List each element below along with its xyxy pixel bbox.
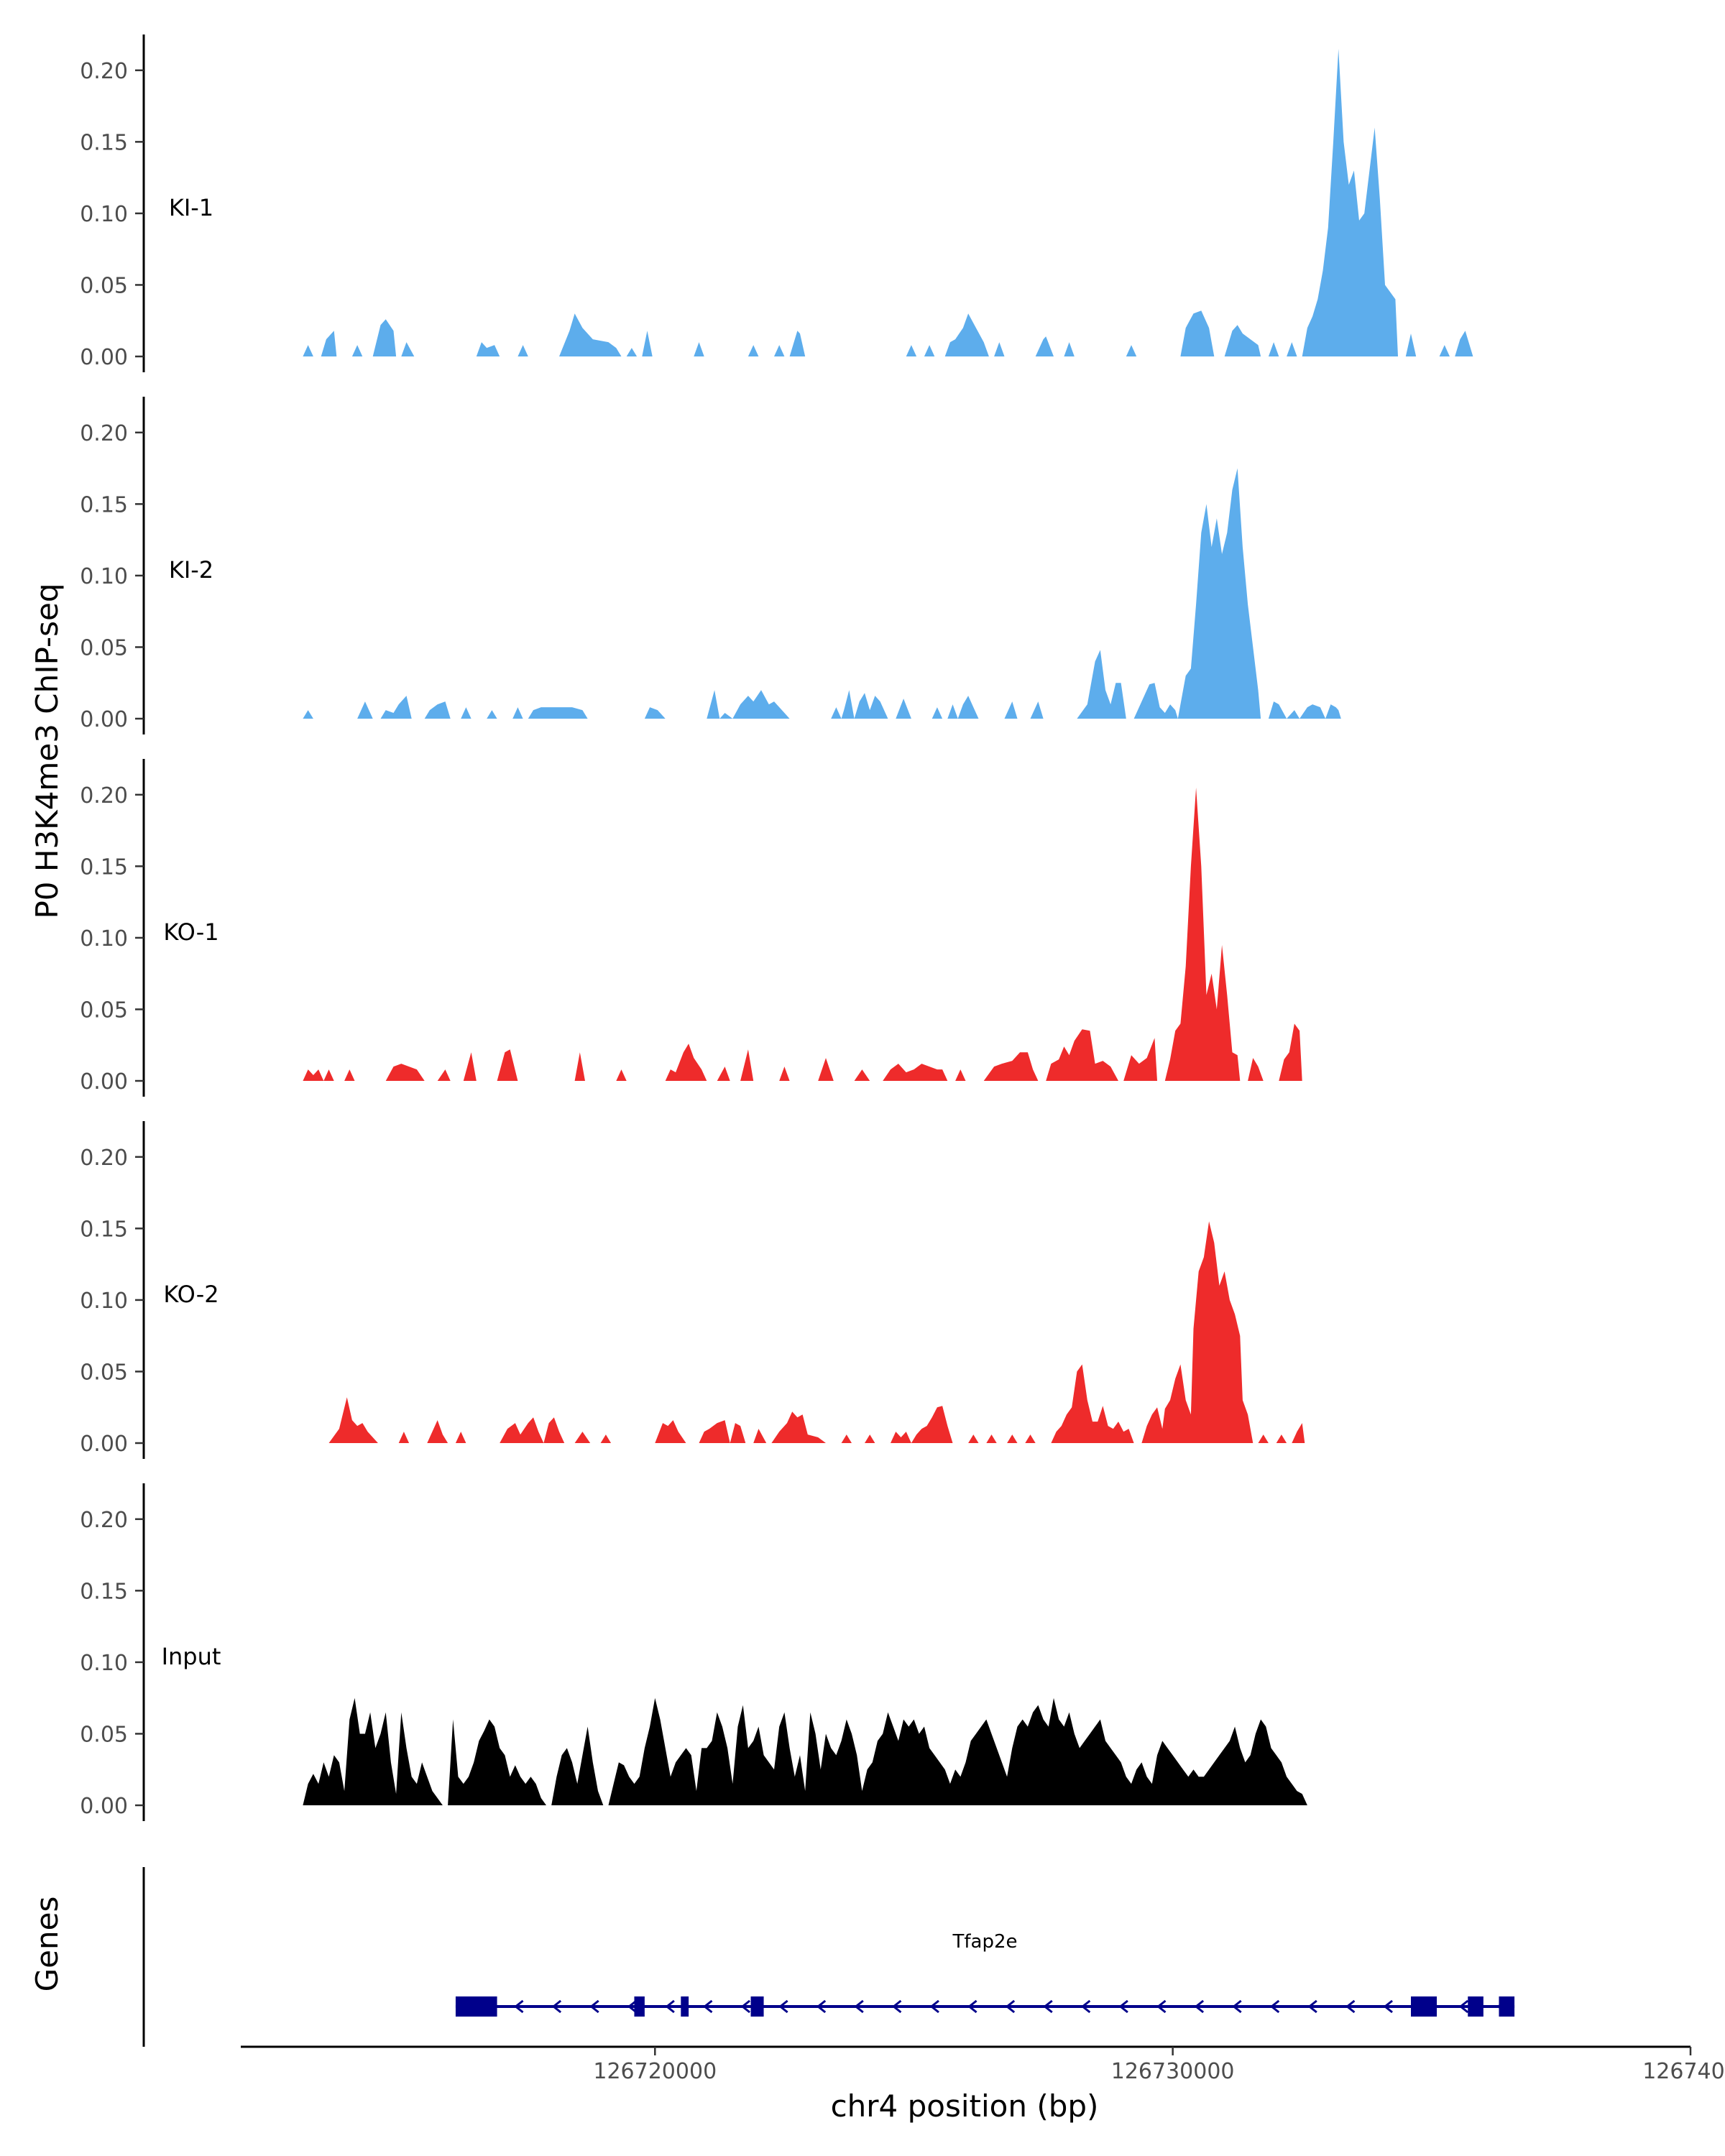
tracks-layer: 0.00 0.05 0.10 0.15 0.20 KI-1 0.00 0.05 0.10 0.15…: [80, 34, 1473, 1821]
y-tick-label: 0.05: [80, 1360, 128, 1385]
y-tick-label: 0.10: [80, 202, 128, 227]
track-ko-2: 0.00 0.05 0.10 0.15 0.20 KO-2: [80, 1121, 1305, 1459]
x-tick-label: 1267400: [1642, 2059, 1725, 2084]
strand-arrow: [1005, 1999, 1016, 2014]
exon-block: [750, 1996, 764, 2017]
strand-arrow: [778, 1999, 788, 2014]
strand-arrow: [892, 1999, 902, 2014]
strand-arrow: [1383, 1999, 1393, 2014]
strand-arrow: [854, 1999, 864, 2014]
y-tick-label: 0.10: [80, 1289, 128, 1314]
x-tick-label: 126720000: [593, 2059, 717, 2084]
strand-arrow: [929, 1999, 939, 2014]
y-tick-label: 0.05: [80, 273, 128, 298]
strand-arrow: [816, 1999, 827, 2014]
strand-arrow: [1346, 1999, 1356, 2014]
track-label: KI-1: [169, 194, 213, 221]
y-tick-label: 0.00: [80, 1432, 128, 1457]
strand-arrow: [1194, 1999, 1205, 2014]
genes-axis-title: Genes: [29, 1897, 65, 1992]
strand-arrow: [1156, 1999, 1167, 2014]
y-axis-title: P0 H3K4me3 ChIP-seq: [29, 583, 65, 918]
y-tick-label: 0.05: [80, 635, 128, 660]
strand-arrow: [665, 1999, 675, 2014]
strand-arrow: [514, 1999, 524, 2014]
y-tick-label: 0.00: [80, 1794, 128, 1819]
y-tick-label: 0.05: [80, 998, 128, 1023]
y-tick-label: 0.15: [80, 1217, 128, 1242]
gene-name-label: Tfap2e: [952, 1931, 1018, 1953]
y-tick-label: 0.05: [80, 1722, 128, 1747]
signal-area-input: [303, 1697, 1307, 1805]
x-axis-title: chr4 position (bp): [831, 2088, 1099, 2124]
exon-block: [1411, 1996, 1438, 2017]
strand-arrow: [1080, 1999, 1091, 2014]
y-tick-label: 0.20: [80, 1508, 128, 1533]
strand-arrow: [589, 1999, 599, 2014]
exon-block: [1499, 1996, 1515, 2017]
y-tick-label: 0.20: [80, 59, 128, 84]
y-tick-label: 0.10: [80, 1651, 128, 1676]
track-label: KO-1: [163, 918, 218, 946]
y-tick-label: 0.00: [80, 707, 128, 732]
track-input: 0.00 0.05 0.10 0.15 0.20 Input: [80, 1483, 1307, 1821]
track-label: KI-2: [169, 556, 213, 584]
strand-arrow: [1269, 1999, 1280, 2014]
strand-arrow: [1458, 1999, 1469, 2014]
exon-block: [681, 1996, 689, 2017]
x-tick-label: 126730000: [1111, 2059, 1235, 2084]
track-label: Input: [162, 1643, 221, 1670]
y-tick-label: 0.00: [80, 1069, 128, 1095]
y-tick-label: 0.10: [80, 564, 128, 589]
signal-area-ki-1: [303, 49, 1473, 356]
exon-block: [634, 1996, 645, 2017]
strand-arrow: [967, 1999, 978, 2014]
exon-block: [1468, 1996, 1484, 2017]
strand-arrow: [1232, 1999, 1242, 2014]
y-tick-label: 0.20: [80, 1146, 128, 1171]
y-tick-label: 0.00: [80, 345, 128, 370]
y-tick-label: 0.20: [80, 421, 128, 446]
track-ki-1: 0.00 0.05 0.10 0.15 0.20 KI-1: [80, 34, 1473, 372]
strand-arrow: [1043, 1999, 1053, 2014]
strand-arrow: [703, 1999, 713, 2014]
strand-arrow: [627, 1999, 638, 2014]
y-tick-label: 0.20: [80, 783, 128, 808]
strand-arrow: [1307, 1999, 1317, 2014]
signal-area-ko-1: [303, 787, 1302, 1081]
track-ki-2: 0.00 0.05 0.10 0.15 0.20 KI-2: [80, 397, 1341, 734]
signal-area-ki-2: [303, 468, 1341, 719]
track-label: KO-2: [163, 1281, 218, 1308]
strand-arrow: [740, 1999, 751, 2014]
strand-arrow: [551, 1999, 562, 2014]
exon-block: [455, 1996, 497, 2017]
y-tick-label: 0.15: [80, 1579, 128, 1604]
y-tick-label: 0.10: [80, 926, 128, 952]
x-axis: 126720000 126730000 1267400: [241, 2045, 1725, 2084]
track-ko-1: 0.00 0.05 0.10 0.15 0.20 KO-1: [80, 759, 1302, 1097]
strand-arrow: [1118, 1999, 1128, 2014]
signal-area-ko-2: [328, 1221, 1305, 1443]
gene-track: Tfap2e: [142, 1867, 1515, 2047]
y-tick-label: 0.15: [80, 130, 128, 155]
y-tick-label: 0.15: [80, 492, 128, 517]
y-tick-label: 0.15: [80, 854, 128, 880]
